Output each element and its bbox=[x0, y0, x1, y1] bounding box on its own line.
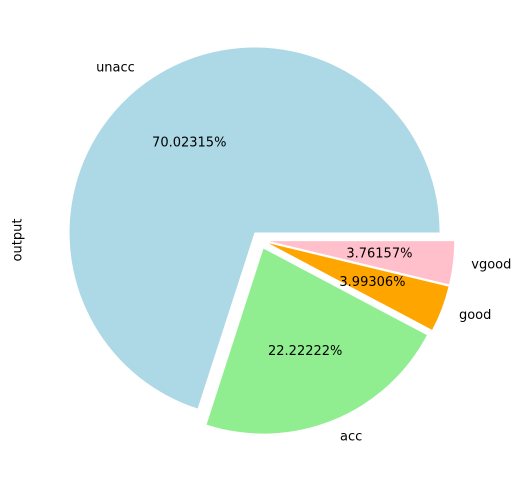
percent-label: 3.76157% bbox=[346, 247, 412, 262]
pie-slice bbox=[268, 243, 449, 330]
pie-slice bbox=[206, 248, 427, 434]
slice-label: good bbox=[459, 308, 491, 323]
percent-label: 3.99306% bbox=[339, 275, 405, 290]
slice-label: acc bbox=[340, 430, 362, 445]
percent-label: 22.22222% bbox=[268, 344, 342, 359]
slice-label: unacc bbox=[96, 60, 135, 75]
y-axis-label: output bbox=[11, 219, 26, 262]
percent-label: 70.02315% bbox=[152, 135, 226, 150]
pie-slice bbox=[269, 241, 455, 285]
slice-label: vgood bbox=[471, 258, 511, 273]
pie-slice bbox=[69, 47, 440, 409]
